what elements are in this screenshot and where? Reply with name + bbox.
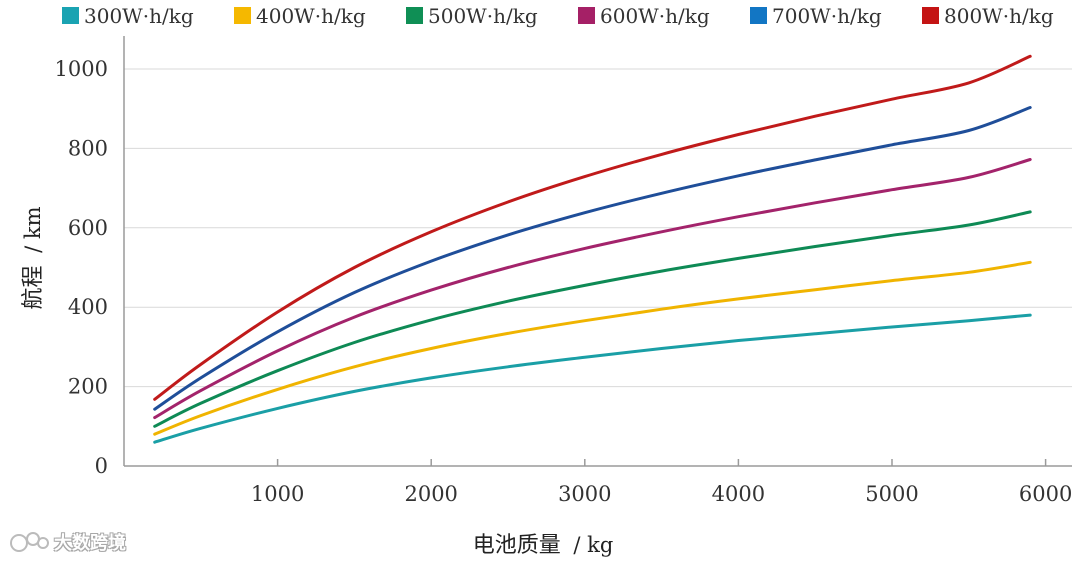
legend-item-3: 500W·h/kg [406, 4, 538, 28]
x-axis-title-unit: / kg [573, 533, 613, 557]
legend-item-2: 400W·h/kg [234, 4, 366, 28]
series-line-2 [153, 260, 1032, 436]
legend-swatch-2 [234, 7, 251, 24]
legend-label-2: 400W·h/kg [256, 4, 366, 28]
watermark-text: 大数跨境 [54, 533, 126, 554]
series-line-5 [153, 106, 1032, 411]
x-tick-label-5000: 5000 [865, 482, 918, 506]
x-tick-label-4000: 4000 [712, 482, 765, 506]
legend-swatch-5 [750, 7, 767, 24]
legend-label-4: 600W·h/kg [600, 4, 710, 28]
series-line-4 [153, 158, 1032, 420]
legend-label-6: 800W·h/kg [944, 4, 1054, 28]
y-tick-label-0: 0 [95, 454, 108, 478]
x-tick-label-6000: 6000 [1019, 482, 1072, 506]
x-axis-ticks: 1000 2000 3000 4000 5000 6000 [251, 459, 1072, 506]
legend-item-1: 300W·h/kg [62, 4, 194, 28]
legend-swatch-4 [578, 7, 595, 24]
y-tick-label-400: 400 [68, 295, 108, 319]
legend-item-6: 800W·h/kg [922, 4, 1054, 28]
legend-swatch-3 [406, 7, 423, 24]
series-line-1 [153, 313, 1032, 444]
x-axis-title: 电池质量 / kg [473, 533, 614, 558]
legend-label-3: 500W·h/kg [428, 4, 538, 28]
y-tick-label-600: 600 [68, 216, 108, 240]
y-axis-title-main: 航程 [21, 266, 46, 310]
legend-label-1: 300W·h/kg [84, 4, 194, 28]
legend-swatch-6 [922, 7, 939, 24]
y-gridlines [124, 68, 1072, 388]
legend-label-5: 700W·h/kg [772, 4, 882, 28]
legend: 300W·h/kg 400W·h/kg 500W·h/kg 600W·h/kg 700W… [62, 4, 1054, 28]
y-axis-title-unit: / km [21, 206, 45, 252]
legend-swatch-1 [62, 7, 79, 24]
legend-item-5: 700W·h/kg [750, 4, 882, 28]
series-line-3 [153, 210, 1032, 428]
watermark-logo-icon [10, 532, 49, 552]
x-tick-label-2000: 2000 [404, 482, 457, 506]
x-tick-label-3000: 3000 [558, 482, 611, 506]
y-tick-label-200: 200 [68, 375, 108, 399]
y-tick-label-800: 800 [68, 136, 108, 160]
series-lines [153, 54, 1032, 444]
y-axis-ticks: 0 200 400 600 800 1000 [55, 57, 108, 478]
legend-item-4: 600W·h/kg [578, 4, 710, 28]
axes [123, 36, 1072, 467]
x-tick-label-1000: 1000 [251, 482, 304, 506]
y-axis-title: 航程 / km [21, 206, 46, 309]
series-line-6 [153, 54, 1032, 401]
watermark: 大数跨境 [10, 527, 126, 557]
y-tick-label-1000: 1000 [55, 57, 108, 81]
x-axis-title-main: 电池质量 [473, 533, 561, 558]
